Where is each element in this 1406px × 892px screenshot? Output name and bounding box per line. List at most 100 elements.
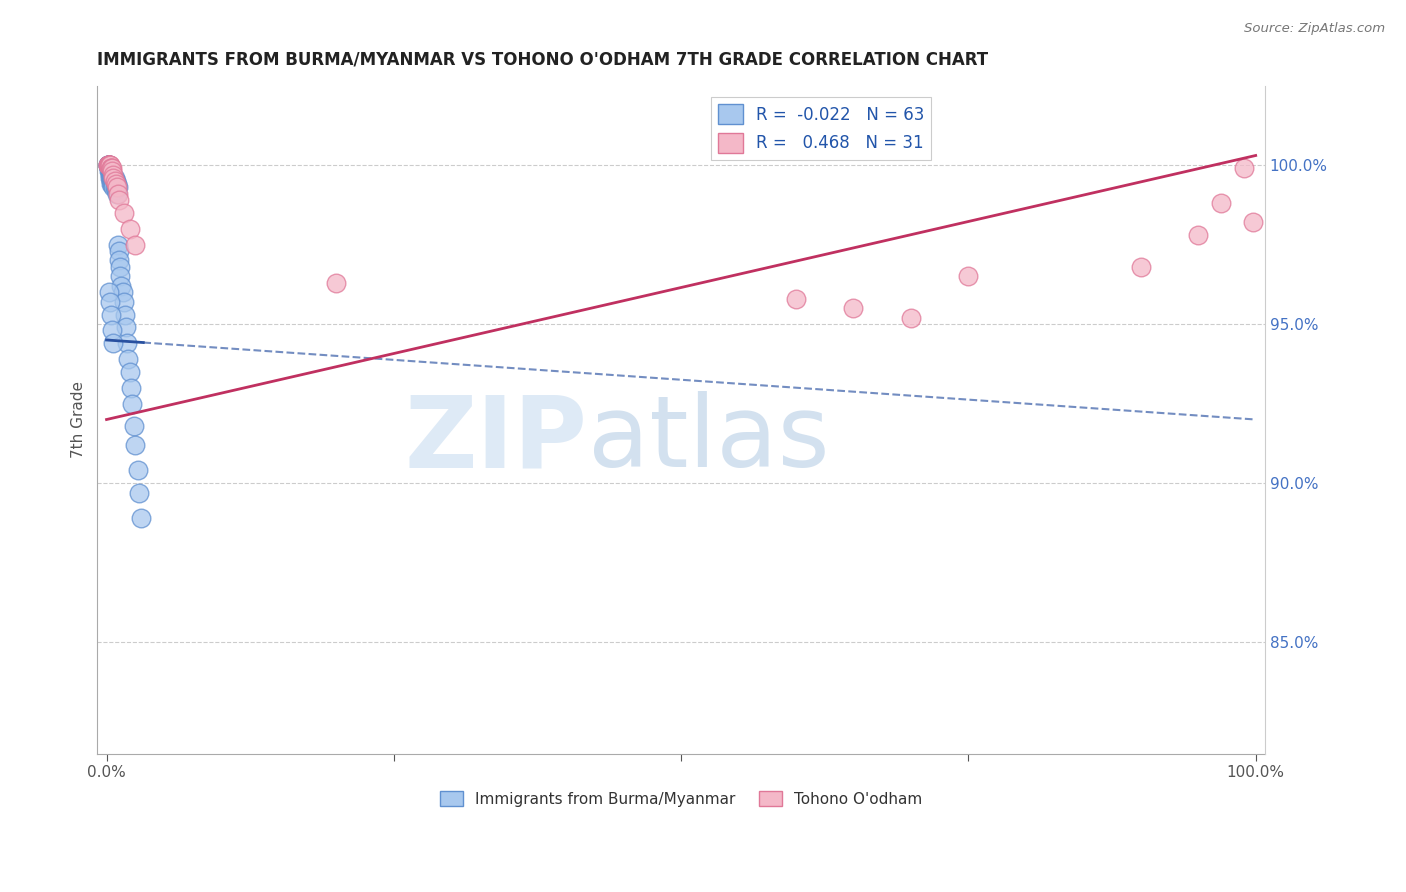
Point bbox=[117, 352, 139, 367]
Point bbox=[105, 180, 128, 194]
Point bbox=[98, 158, 121, 172]
Point bbox=[115, 336, 138, 351]
Point bbox=[112, 206, 135, 220]
Point bbox=[97, 158, 120, 172]
Point bbox=[98, 170, 121, 185]
Point bbox=[97, 158, 120, 172]
Point bbox=[103, 174, 125, 188]
Point bbox=[100, 168, 122, 182]
Point bbox=[103, 336, 125, 351]
Point bbox=[118, 365, 141, 379]
Point bbox=[105, 180, 128, 194]
Point bbox=[98, 158, 121, 172]
Point bbox=[97, 158, 120, 172]
Point bbox=[97, 158, 120, 172]
Point bbox=[957, 269, 980, 284]
Point bbox=[97, 158, 120, 172]
Point bbox=[104, 177, 127, 191]
Point bbox=[1211, 196, 1233, 211]
Point bbox=[900, 310, 922, 325]
Point bbox=[1129, 260, 1152, 274]
Point bbox=[101, 168, 124, 182]
Point bbox=[97, 158, 120, 172]
Point bbox=[98, 168, 121, 182]
Point bbox=[97, 158, 120, 172]
Point bbox=[97, 158, 120, 172]
Point bbox=[103, 177, 125, 191]
Point bbox=[111, 285, 134, 300]
Point bbox=[97, 161, 120, 176]
Point bbox=[100, 170, 122, 185]
Point bbox=[105, 177, 128, 191]
Point bbox=[112, 294, 135, 309]
Point bbox=[100, 308, 122, 322]
Point bbox=[100, 164, 122, 178]
Text: Source: ZipAtlas.com: Source: ZipAtlas.com bbox=[1244, 22, 1385, 36]
Point bbox=[104, 184, 127, 198]
Text: IMMIGRANTS FROM BURMA/MYANMAR VS TOHONO O'ODHAM 7TH GRADE CORRELATION CHART: IMMIGRANTS FROM BURMA/MYANMAR VS TOHONO … bbox=[97, 51, 988, 69]
Point bbox=[107, 180, 129, 194]
Point bbox=[104, 174, 127, 188]
Point bbox=[103, 180, 125, 194]
Point bbox=[103, 170, 125, 185]
Legend: Immigrants from Burma/Myanmar, Tohono O'odham: Immigrants from Burma/Myanmar, Tohono O'… bbox=[434, 784, 928, 813]
Point bbox=[122, 418, 145, 433]
Y-axis label: 7th Grade: 7th Grade bbox=[72, 381, 86, 458]
Point bbox=[98, 164, 121, 178]
Point bbox=[97, 285, 120, 300]
Point bbox=[1187, 227, 1209, 242]
Point bbox=[842, 301, 865, 315]
Point bbox=[1233, 161, 1256, 176]
Point bbox=[100, 177, 122, 191]
Point bbox=[98, 294, 121, 309]
Point bbox=[101, 323, 124, 337]
Point bbox=[124, 237, 146, 252]
Point bbox=[118, 221, 141, 235]
Point bbox=[98, 161, 121, 176]
Text: ZIP: ZIP bbox=[405, 391, 588, 488]
Point bbox=[110, 279, 132, 293]
Point bbox=[101, 164, 124, 178]
Point bbox=[101, 177, 124, 191]
Point bbox=[103, 180, 125, 194]
Point bbox=[120, 381, 142, 395]
Point bbox=[101, 174, 124, 188]
Point bbox=[107, 186, 129, 201]
Point bbox=[97, 161, 120, 176]
Text: atlas: atlas bbox=[588, 391, 830, 488]
Point bbox=[97, 158, 120, 172]
Point bbox=[103, 168, 125, 182]
Point bbox=[98, 161, 121, 176]
Point bbox=[110, 260, 132, 274]
Point bbox=[1241, 215, 1264, 229]
Point bbox=[97, 158, 120, 172]
Point bbox=[325, 276, 347, 290]
Point bbox=[100, 174, 122, 188]
Point bbox=[97, 158, 120, 172]
Point bbox=[100, 161, 122, 176]
Point bbox=[128, 485, 150, 500]
Point bbox=[110, 269, 132, 284]
Point bbox=[127, 463, 149, 477]
Point bbox=[108, 253, 131, 268]
Point bbox=[105, 186, 128, 201]
Point bbox=[103, 170, 125, 185]
Point bbox=[108, 193, 131, 207]
Point bbox=[103, 174, 125, 188]
Point bbox=[108, 244, 131, 258]
Point bbox=[124, 438, 146, 452]
Point bbox=[101, 161, 124, 176]
Point bbox=[103, 174, 125, 188]
Point bbox=[121, 396, 143, 410]
Point bbox=[103, 170, 125, 185]
Point bbox=[97, 158, 120, 172]
Point bbox=[104, 177, 127, 191]
Point bbox=[785, 292, 807, 306]
Point bbox=[107, 237, 129, 252]
Point bbox=[114, 308, 136, 322]
Point bbox=[101, 170, 124, 185]
Point bbox=[97, 164, 120, 178]
Point bbox=[129, 511, 152, 525]
Point bbox=[100, 161, 122, 176]
Point bbox=[115, 320, 138, 334]
